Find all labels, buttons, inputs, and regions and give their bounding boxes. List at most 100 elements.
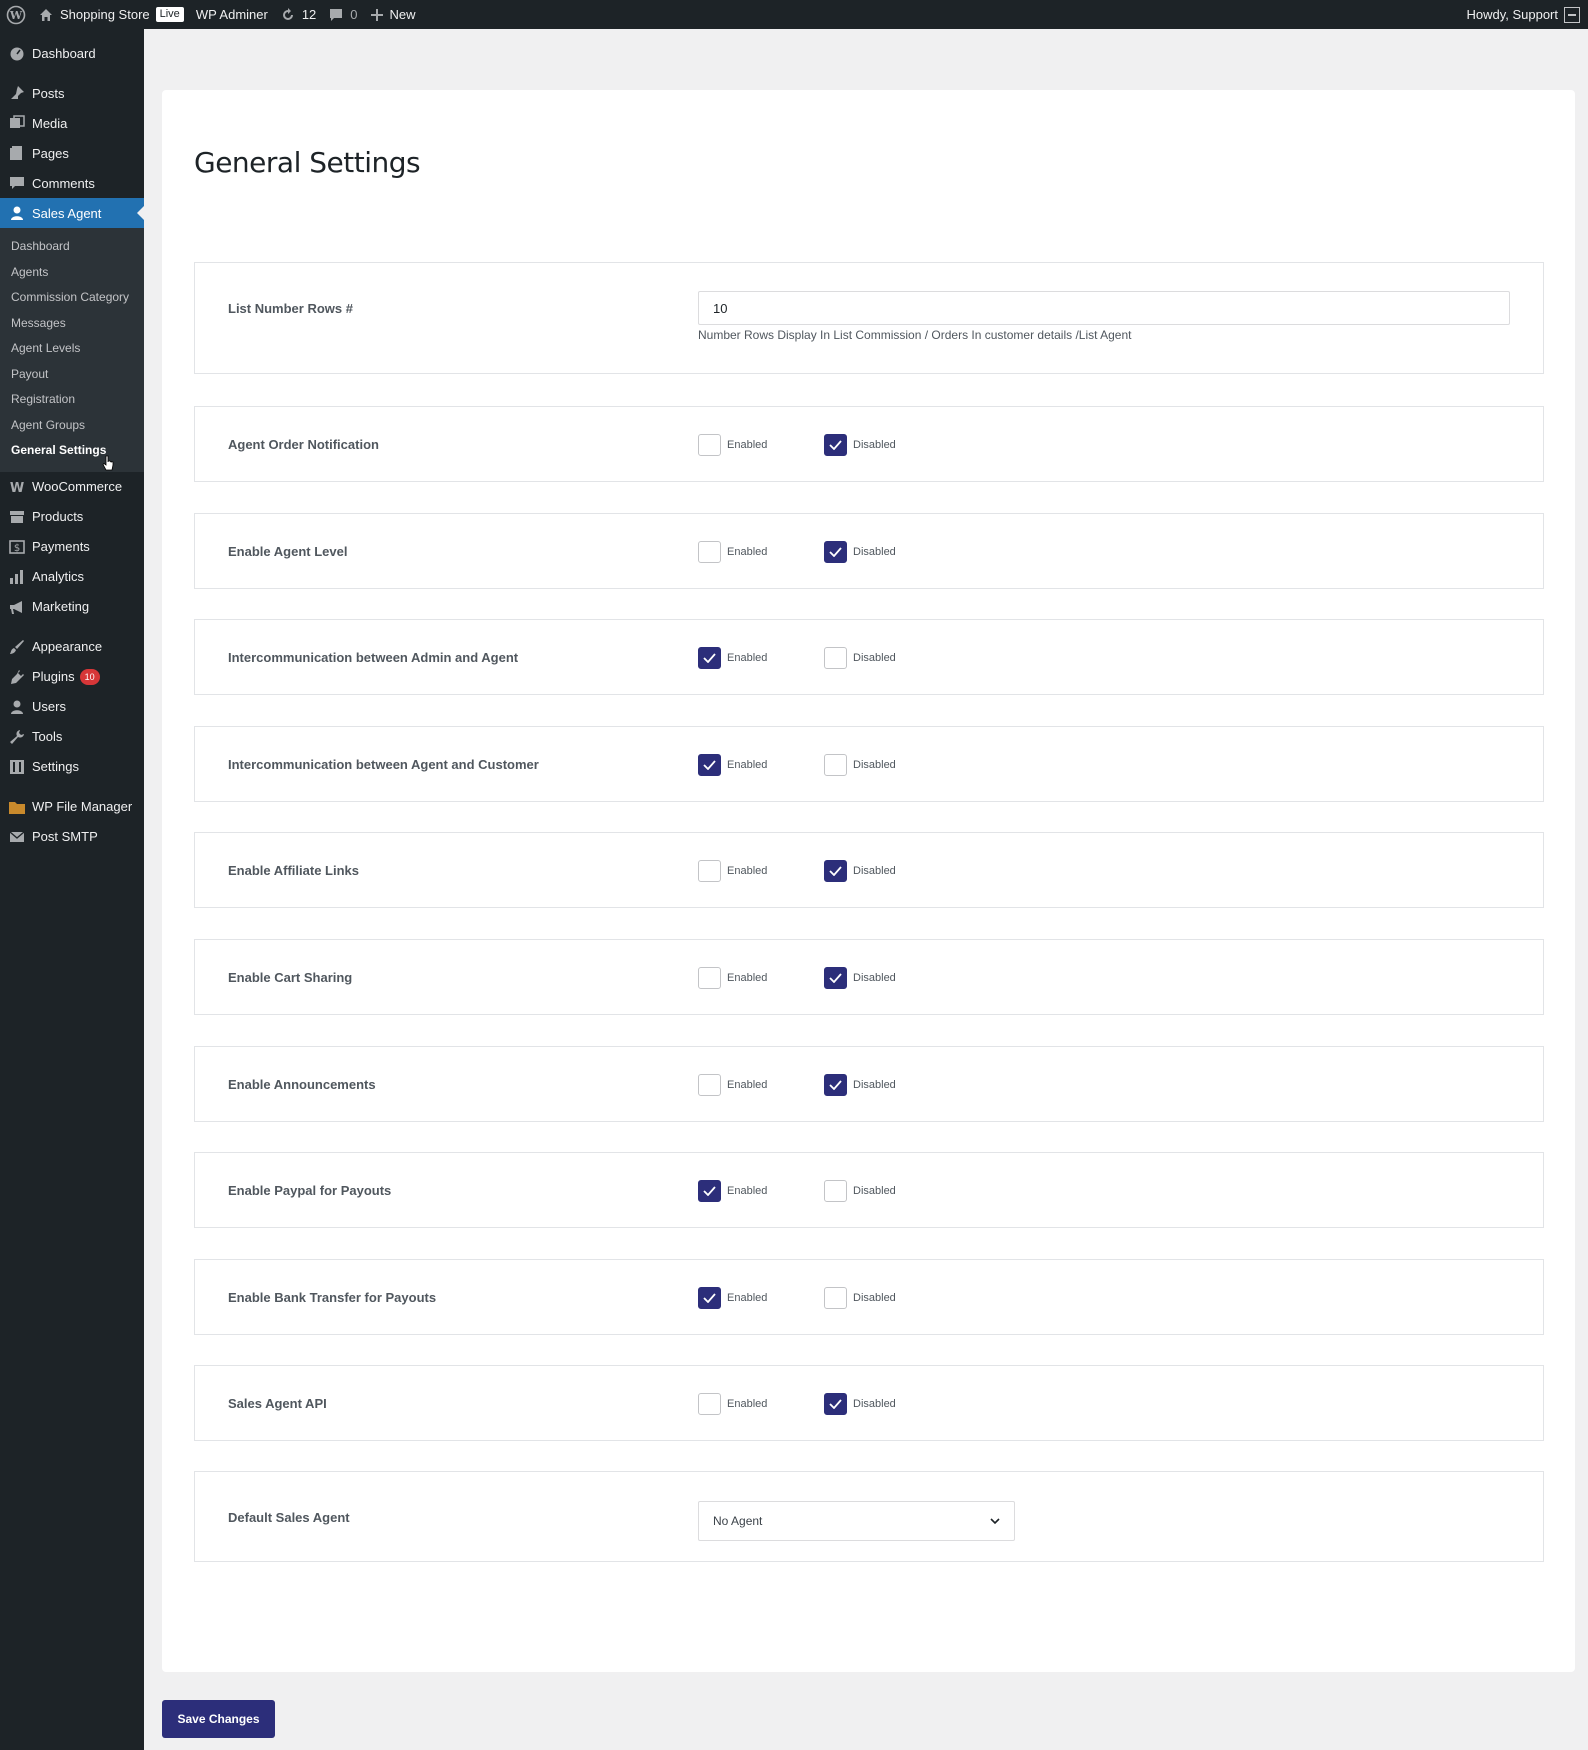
unchecked-checkbox[interactable] [824,1286,847,1309]
menu-users[interactable]: Users [0,692,144,722]
site-name-link[interactable]: Shopping Store Live [32,0,190,29]
submenu-payout[interactable]: Payout [11,366,49,381]
disabled-option[interactable]: Disabled [824,434,896,456]
enabled-option[interactable]: Enabled [698,1180,768,1203]
submenu-commission-category[interactable]: Commission Category [11,290,130,304]
submenu-agent-groups[interactable]: Agent Groups [11,417,86,432]
menu-marketing[interactable]: Marketing [0,592,144,622]
wordpress-logo-icon[interactable]: W [0,0,32,29]
menu-label: Sales Agent [32,205,102,221]
disabled-option[interactable]: Disabled [824,1073,896,1096]
setting-label: Enable Agent Level [228,543,348,559]
enabled-option[interactable]: Enabled [698,967,767,989]
admin-bar: W Shopping Store Live WP Adminer 12 0 Ne… [0,0,1588,29]
enabled-option[interactable]: Enabled [698,1073,768,1096]
my-account[interactable]: Howdy, Support [1466,6,1588,23]
checked-checkbox[interactable] [824,540,847,563]
toggle-setting-row: Enable Announcements Enabled Disabled [194,1045,1544,1122]
pointer-cursor-icon [102,455,114,471]
menu-plugins[interactable]: Plugins 10 [0,662,144,692]
checked-checkbox[interactable] [824,860,847,883]
disabled-option[interactable]: Disabled [824,1393,896,1416]
disabled-option[interactable]: Disabled [824,540,896,563]
user-icon [8,204,26,222]
default-sales-agent-select[interactable]: No Agent [698,1501,1015,1541]
unchecked-checkbox[interactable] [698,540,721,563]
comments-link[interactable]: 0 [322,0,363,29]
menu-comments[interactable]: Comments [0,168,144,198]
unchecked-checkbox[interactable] [698,434,721,456]
menu-settings[interactable]: Settings [0,752,144,782]
wp-adminer-link[interactable]: WP Adminer [195,7,268,22]
enabled-option[interactable]: Enabled [698,1286,768,1309]
setting-label: Enable Paypal for Payouts [228,1183,392,1199]
enabled-option[interactable]: Enabled [698,540,767,563]
setting-label: Enable Announcements [228,1076,376,1092]
disabled-option[interactable]: Disabled [824,967,896,989]
enabled-option[interactable]: Enabled [698,860,767,883]
menu-wp-file-manager[interactable]: WP File Manager [0,792,144,822]
admin-sidebar: Dashboard Posts Media Pages Comments Sal… [0,29,144,1750]
menu-tools[interactable]: Tools [0,722,144,752]
option-label: Enabled [727,1291,768,1304]
submenu-agents[interactable]: Agents [11,264,49,279]
option-label: Enabled [727,1185,768,1198]
option-label: Disabled [853,758,896,771]
menu-post-smtp[interactable]: Post SMTP [0,822,144,852]
disabled-option[interactable]: Disabled [824,647,896,670]
wrench-icon [8,728,26,746]
checked-checkbox[interactable] [824,967,847,989]
unchecked-checkbox[interactable] [698,967,721,989]
submenu-dashboard[interactable]: Dashboard [11,239,70,253]
menu-payments[interactable]: $ Payments [0,532,144,562]
unchecked-checkbox[interactable] [698,1073,721,1096]
menu-pages[interactable]: Pages [0,138,144,168]
checked-checkbox[interactable] [698,1286,721,1309]
checked-checkbox[interactable] [698,1180,721,1203]
disabled-option[interactable]: Disabled [824,860,896,883]
menu-label: Plugins [32,669,75,684]
enabled-option[interactable]: Enabled [698,434,767,456]
save-changes-button[interactable]: Save Changes [162,1700,275,1738]
submenu-general-settings[interactable]: General Settings [11,443,107,457]
menu-analytics[interactable]: Analytics [0,562,144,592]
svg-text:W: W [10,481,24,494]
menu-dashboard[interactable]: Dashboard [0,38,144,68]
option-label: Disabled [853,1078,896,1091]
enabled-option[interactable]: Enabled [698,647,767,670]
unchecked-checkbox[interactable] [824,753,847,776]
menu-media[interactable]: Media [0,108,144,138]
disabled-option[interactable]: Disabled [824,1180,896,1203]
menu-woocommerce[interactable]: W WooCommerce [0,472,144,502]
menu-appearance[interactable]: Appearance [0,632,144,662]
menu-products[interactable]: Products [0,502,144,532]
submenu-registration[interactable]: Registration [11,392,76,406]
updates-link[interactable]: 12 [274,0,322,29]
list-rows-input[interactable] [698,291,1510,325]
checked-checkbox[interactable] [698,647,721,670]
disabled-option[interactable]: Disabled [824,753,896,776]
submenu-agent-levels[interactable]: Agent Levels [11,341,81,355]
option-label: Enabled [727,1078,768,1091]
megaphone-icon [8,598,26,616]
disabled-option[interactable]: Disabled [824,1286,896,1309]
menu-sales-agent[interactable]: Sales Agent [0,198,144,228]
checked-checkbox[interactable] [698,753,721,776]
howdy-text: Howdy, Support [1466,7,1558,22]
unchecked-checkbox[interactable] [698,860,721,883]
checked-checkbox[interactable] [824,434,847,456]
checked-checkbox[interactable] [824,1073,847,1096]
unchecked-checkbox[interactable] [824,647,847,670]
page-title: General Settings [194,146,421,179]
menu-posts[interactable]: Posts [0,78,144,108]
menu-label: Tools [32,729,63,744]
unchecked-checkbox[interactable] [824,1180,847,1203]
home-icon [38,7,54,23]
checked-checkbox[interactable] [824,1393,847,1416]
sales-agent-submenu: Dashboard Agents Commission Category Mes… [0,228,144,472]
unchecked-checkbox[interactable] [698,1393,721,1416]
submenu-messages[interactable]: Messages [11,315,66,330]
enabled-option[interactable]: Enabled [698,753,767,776]
new-content-link[interactable]: New [364,0,422,29]
enabled-option[interactable]: Enabled [698,1393,767,1416]
